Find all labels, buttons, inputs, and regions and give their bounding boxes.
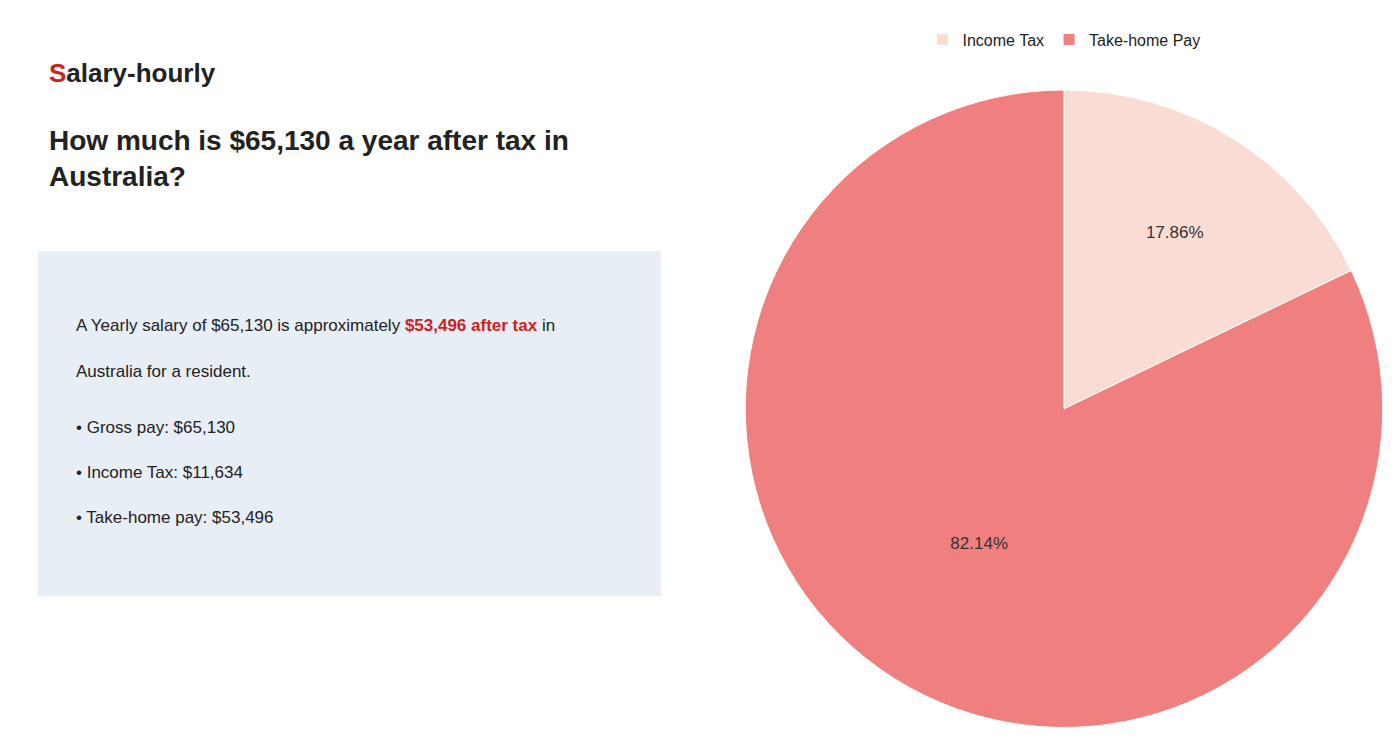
svg-text:• Take-home pay: $53,496: • Take-home pay: $53,496 xyxy=(76,508,274,527)
svg-text:A Yearly salary of $65,130 is: A Yearly salary of $65,130 is approximat… xyxy=(76,316,555,335)
svg-text:Income Tax: Income Tax xyxy=(963,32,1045,49)
svg-text:Take-home Pay: Take-home Pay xyxy=(1089,32,1200,49)
svg-text:Australia for a resident.: Australia for a resident. xyxy=(76,362,251,381)
svg-text:17.86%: 17.86% xyxy=(1146,223,1204,242)
svg-text:How much is $65,130 a year aft: How much is $65,130 a year after tax inA… xyxy=(49,125,569,192)
svg-text:• Gross pay: $65,130: • Gross pay: $65,130 xyxy=(76,418,235,437)
svg-text:Salary-hourly: Salary-hourly xyxy=(49,58,216,88)
svg-text:• Income Tax: $11,634: • Income Tax: $11,634 xyxy=(76,463,243,482)
svg-text:82.14%: 82.14% xyxy=(950,534,1008,553)
